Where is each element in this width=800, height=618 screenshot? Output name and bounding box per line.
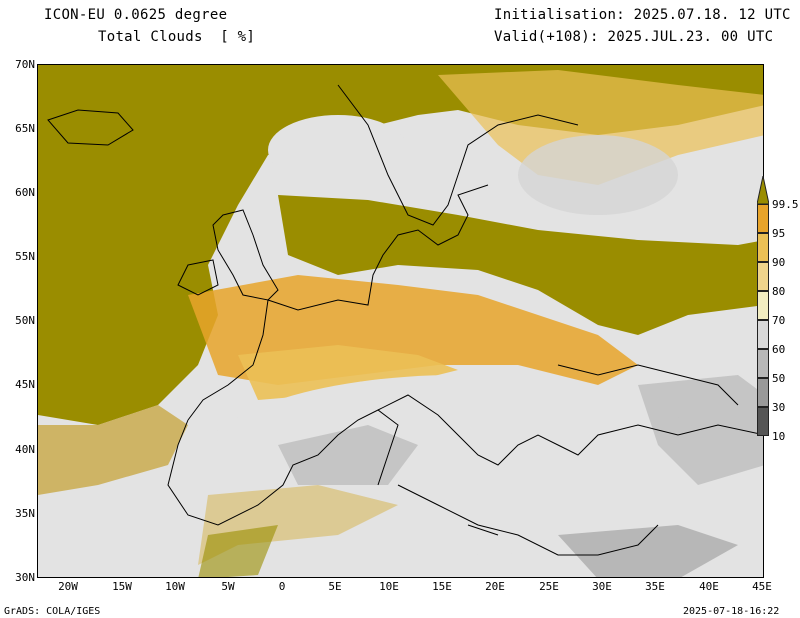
lon-label: 0 — [278, 580, 286, 593]
colorbar-swatch — [757, 262, 769, 291]
lon-label: 5E — [328, 580, 342, 593]
lat-label: 40N — [15, 443, 35, 456]
cloud-patch-africa-olive — [198, 525, 278, 577]
colorbar-swatch — [757, 378, 769, 407]
colorbar-swatch — [757, 407, 769, 436]
colorbar-swatch — [757, 204, 769, 233]
valid-time: Valid(+108): 2025.JUL.23. 00 UTC — [494, 29, 774, 45]
footer-credit: GrADS: COLA/IGES — [4, 606, 101, 617]
cloud-patch-grey-east — [638, 375, 763, 485]
lon-label: 35E — [645, 580, 665, 593]
lat-label: 45N — [15, 378, 35, 391]
cloud-band-orange-2 — [238, 345, 458, 400]
variable-title: Total Clouds [ %] — [98, 29, 256, 45]
colorbar-label: 70 — [772, 314, 786, 327]
colorbar-label: 90 — [772, 256, 786, 269]
init-time: Initialisation: 2025.07.18. 12 UTC — [494, 7, 791, 23]
cloud-patch-africa — [198, 485, 398, 565]
cloud-patch-east-africa — [558, 525, 738, 577]
coastlines — [47, 84, 763, 556]
lat-label: 55N — [15, 250, 35, 263]
lon-label: 45E — [752, 580, 772, 593]
cloud-band-south-atlantic — [38, 405, 188, 495]
colorbar-label: 10 — [772, 430, 786, 443]
colorbar-label: 60 — [772, 343, 786, 356]
cloud-band-atlantic — [38, 65, 763, 425]
colorbar-swatch — [757, 349, 769, 378]
lat-label: 70N — [15, 58, 35, 71]
lon-label: 10W — [165, 580, 185, 593]
lon-label: 15E — [432, 580, 452, 593]
lat-label: 30N — [15, 571, 35, 584]
cloud-band-north-orange — [438, 70, 763, 185]
lon-label: 10E — [379, 580, 399, 593]
lon-label: 5W — [221, 580, 235, 593]
colorbar-label: 50 — [772, 372, 786, 385]
colorbar-label: 95 — [772, 227, 786, 240]
colorbar-label: 99.5 — [772, 198, 799, 211]
lon-label: 20W — [58, 580, 78, 593]
colorbar-swatch — [757, 320, 769, 349]
lat-label: 65N — [15, 122, 35, 135]
cloud-cover-map — [37, 64, 764, 578]
map-canvas — [38, 65, 763, 577]
colorbar-label: 30 — [772, 401, 786, 414]
lat-label: 35N — [15, 507, 35, 520]
colorbar-top-arrow — [757, 176, 769, 204]
colorbar-label: 80 — [772, 285, 786, 298]
lat-label: 50N — [15, 314, 35, 327]
lon-label: 15W — [112, 580, 132, 593]
colorbar-swatch — [757, 233, 769, 262]
model-title: ICON-EU 0.0625 degree — [44, 7, 228, 23]
cloud-band-central-europe — [278, 195, 763, 335]
lon-label: 25E — [539, 580, 559, 593]
clear-area-east — [518, 135, 678, 215]
clear-area-scandinavia — [268, 115, 408, 185]
lon-label: 30E — [592, 580, 612, 593]
lat-label: 60N — [15, 186, 35, 199]
colorbar-swatch — [757, 291, 769, 320]
footer-timestamp: 2025-07-18-16:22 — [683, 606, 780, 617]
lon-label: 40E — [699, 580, 719, 593]
lon-label: 20E — [485, 580, 505, 593]
